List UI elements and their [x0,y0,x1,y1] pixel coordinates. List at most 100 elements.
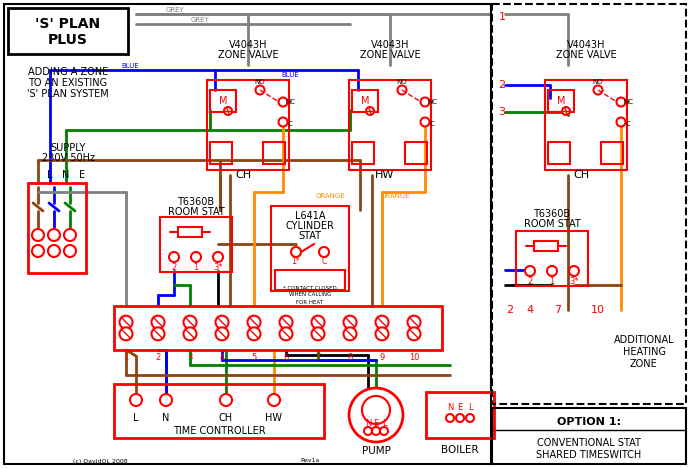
Text: L641A: L641A [295,211,325,221]
Circle shape [248,315,261,329]
Circle shape [160,394,172,406]
Circle shape [562,107,570,115]
Text: NC: NC [427,99,437,105]
Bar [426,392,494,438]
Text: NO: NO [255,79,266,85]
Text: 1*: 1* [292,257,300,266]
Text: E: E [79,170,85,180]
Bar [210,90,236,112]
Text: ZONE VALVE: ZONE VALVE [359,50,420,60]
Bar [263,142,285,164]
Text: N: N [62,170,70,180]
Circle shape [311,315,324,329]
Text: 6: 6 [284,352,288,361]
Text: PUMP: PUMP [362,446,391,456]
Bar [275,270,345,290]
Circle shape [375,315,388,329]
Bar [114,384,324,438]
Bar [352,142,374,164]
Text: NC: NC [623,99,633,105]
Text: ORANGE: ORANGE [380,193,410,199]
Text: 'S' PLAN: 'S' PLAN [35,17,101,31]
Text: TO AN EXISTING: TO AN EXISTING [28,78,108,88]
Text: CYLINDER: CYLINDER [286,221,335,231]
Text: 1: 1 [193,263,199,271]
Text: ORANGE: ORANGE [315,193,345,199]
Circle shape [593,86,602,95]
Bar [405,142,427,164]
Circle shape [291,247,301,257]
Circle shape [220,394,232,406]
Circle shape [525,266,535,276]
Text: HEATING: HEATING [622,347,665,357]
Circle shape [255,86,264,95]
Text: (c) DavidOL 2008: (c) DavidOL 2008 [72,459,128,463]
Bar [178,227,202,237]
Text: C: C [430,121,435,127]
Text: 10: 10 [408,352,420,361]
Text: NC: NC [285,99,295,105]
Circle shape [215,315,228,329]
Text: ZONE VALVE: ZONE VALVE [217,50,278,60]
Circle shape [319,247,329,257]
Circle shape [420,97,429,107]
Circle shape [380,427,388,435]
Text: SHARED TIMESWITCH: SHARED TIMESWITCH [536,450,642,460]
Circle shape [547,266,557,276]
Circle shape [130,394,142,406]
Text: 3: 3 [498,107,506,117]
Circle shape [616,97,626,107]
Text: BOILER: BOILER [441,445,479,455]
Text: 5: 5 [251,352,257,361]
Text: M: M [361,96,369,106]
Circle shape [119,327,132,340]
Text: C: C [322,257,326,266]
Circle shape [349,388,403,442]
Text: C: C [626,121,631,127]
Circle shape [64,229,76,241]
Circle shape [616,117,626,126]
Circle shape [408,315,420,329]
Circle shape [408,327,420,340]
Text: 2: 2 [498,80,506,90]
Bar [28,183,86,273]
Text: L: L [468,403,473,412]
Bar [210,142,232,164]
Circle shape [569,266,579,276]
Text: GREY: GREY [166,7,184,13]
Bar [114,306,442,350]
Bar [516,231,588,285]
Text: 1: 1 [549,277,555,285]
Text: 9: 9 [380,352,384,361]
Circle shape [364,427,372,435]
Text: ROOM STAT: ROOM STAT [168,207,224,217]
Text: TIME CONTROLLER: TIME CONTROLLER [172,426,266,436]
Text: CH: CH [235,170,251,180]
Text: N: N [447,403,453,412]
Circle shape [279,315,293,329]
Circle shape [119,315,132,329]
Text: 8: 8 [347,352,353,361]
Text: 10: 10 [591,305,605,315]
Text: CH: CH [219,413,233,423]
Bar [545,80,627,170]
Text: FOR HEAT: FOR HEAT [297,300,324,305]
Text: V4043H: V4043H [229,40,267,50]
Text: GREY: GREY [190,17,209,23]
Bar [601,142,623,164]
Bar [492,4,686,404]
Bar [548,90,574,112]
Text: N: N [365,418,371,427]
Bar [271,205,349,291]
Text: 2: 2 [506,305,513,315]
Text: 2: 2 [171,263,177,271]
Circle shape [420,117,429,126]
Text: V4043H: V4043H [566,40,605,50]
Circle shape [184,327,197,340]
Text: 3*: 3* [213,263,223,271]
Circle shape [191,252,201,262]
Text: ADDITIONAL: ADDITIONAL [613,335,674,345]
Text: V4043H: V4043H [371,40,409,50]
Text: WHEN CALLING: WHEN CALLING [289,292,331,298]
Circle shape [311,327,324,340]
